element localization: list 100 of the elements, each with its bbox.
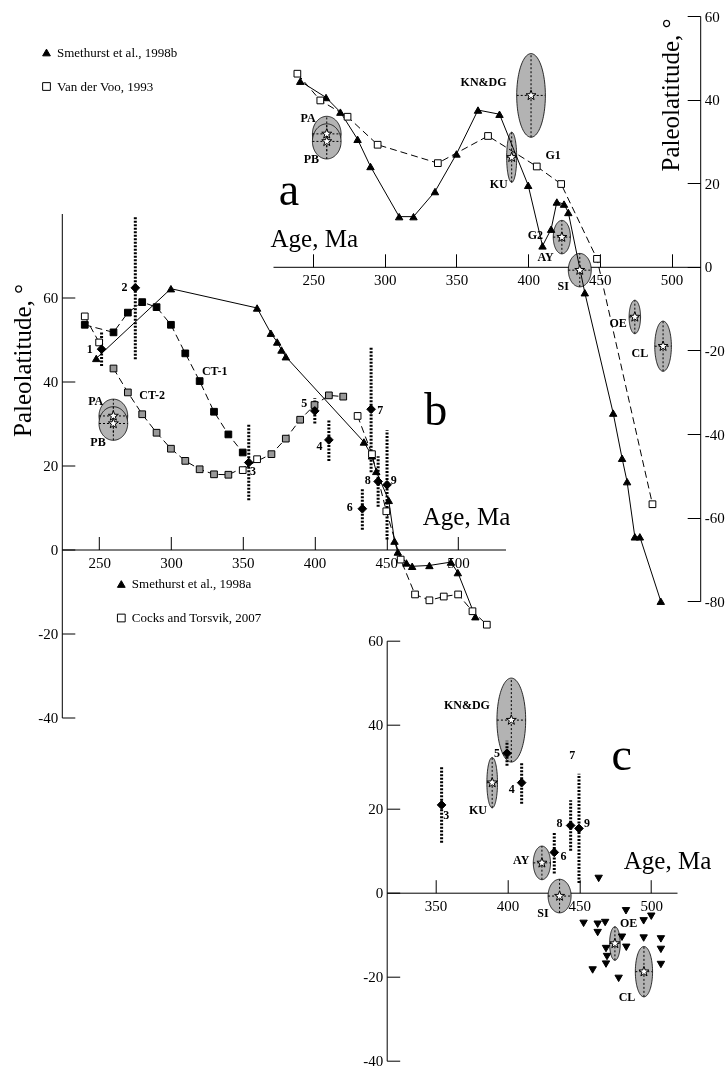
legend-label: Cocks and Torsvik, 2007 [131,610,262,625]
point [588,966,597,974]
point [647,912,656,920]
annotation: 8 [364,473,371,488]
x-tick-label: 500 [660,272,684,289]
y-tick-label: -20 [38,626,59,642]
point [336,108,345,116]
y-tick-label: 20 [43,458,59,474]
y-tick-label: 20 [368,801,384,818]
point [382,507,391,516]
point [373,140,382,149]
annotation: 9 [583,815,590,830]
annotation: 6 [346,500,353,515]
annotation: KN&DG [460,75,507,90]
x-axis-title: Age, Ma [270,225,358,253]
y-tick-label: -20 [704,342,725,359]
point [565,820,576,831]
x-axis-title: Age, Ma [422,503,511,530]
point [523,181,533,189]
annotation: CL [618,989,636,1004]
point [656,960,666,969]
annotation: 7 [569,747,576,762]
point [325,391,333,400]
point [407,562,417,571]
point [195,377,204,385]
legend-label: Smethurst et al., 1998b [57,44,178,60]
x-tick-label: 400 [303,555,327,571]
y-tick-label: 60 [43,290,59,306]
point [608,409,618,417]
x-tick-label: 350 [231,555,255,571]
point [656,945,666,954]
annotation: 4 [316,439,323,454]
point [152,428,161,437]
y-tick-label: 0 [50,542,59,558]
x-tick-label: 350 [424,898,448,915]
point [238,448,247,457]
point [339,392,348,401]
annotation: 7 [377,403,384,418]
point [267,450,276,459]
point [622,943,631,952]
annotation: PA [300,110,317,125]
point [266,329,276,337]
point [538,242,547,250]
point [353,135,362,144]
annotation: OE [619,916,638,931]
x-axis-title: Age, Ma [623,847,712,875]
annotation: 5 [301,395,308,410]
point [601,944,611,953]
point [210,407,218,416]
point [579,919,588,928]
point [224,470,233,479]
x-tick-label: 400 [517,272,540,289]
y-tick-label: 0 [704,259,713,276]
point [181,349,190,358]
point [593,255,601,263]
annotation: 8 [556,815,563,830]
point [486,776,498,788]
point [602,952,612,961]
annotation: 9 [390,473,397,488]
x-tick-label: 400 [496,898,520,915]
point [409,212,418,221]
point [434,159,442,167]
point [138,298,147,306]
point [382,479,392,490]
point [138,410,147,419]
point [296,415,305,424]
point [167,320,175,329]
point [473,106,483,114]
x-tick-label: 350 [445,272,469,289]
point [593,920,602,928]
point [430,187,440,196]
annotation: PB [303,152,320,167]
point [96,344,107,354]
point [343,112,352,121]
y-tick-label: 0 [375,885,384,902]
point [546,225,556,233]
annotation: AY [537,249,555,264]
point [601,960,611,968]
point [152,303,161,312]
point [552,198,562,206]
point [468,607,477,616]
point [656,597,665,605]
point [372,467,381,476]
point [549,847,560,858]
point [617,933,627,941]
point [657,340,669,351]
text: a [278,164,300,215]
annotation: 1 [86,342,93,357]
point [639,917,648,925]
point [109,364,118,373]
point [366,404,376,415]
y-axis-title: Paleolatitude, ° [656,18,684,172]
annotation: 3 [443,808,450,822]
point [436,800,447,810]
y-tick-label: -80 [704,593,725,610]
y-tick-label: 40 [368,717,384,734]
annotation: SI [557,279,570,294]
annotation: 5 [493,745,500,760]
point [425,561,434,570]
annotation: CT-1 [201,364,228,378]
